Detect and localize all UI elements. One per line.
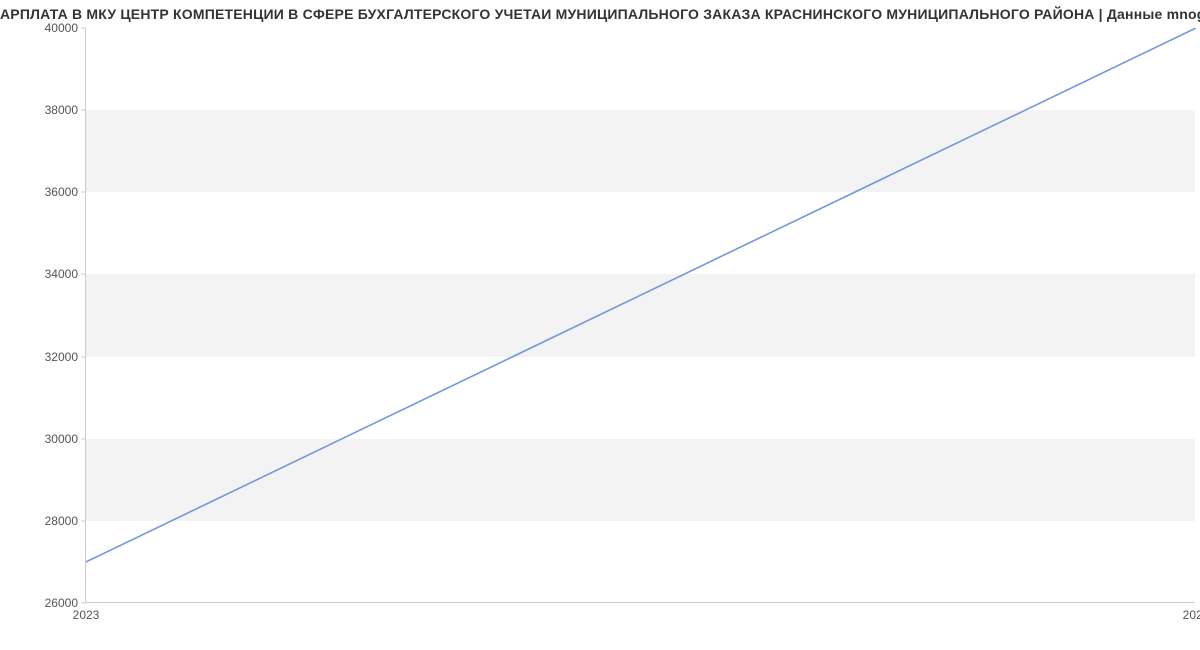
y-tick-label: 32000 — [45, 350, 78, 364]
y-tick-label: 30000 — [45, 432, 78, 446]
x-tick-label: 2024 — [1183, 608, 1200, 622]
x-tick-label: 2023 — [73, 608, 100, 622]
y-tick-label: 34000 — [45, 267, 78, 281]
chart-title: АРПЛАТА В МКУ ЦЕНТР КОМПЕТЕНЦИИ В СФЕРЕ … — [0, 6, 1200, 22]
y-tick-label: 28000 — [45, 514, 78, 528]
y-tick-label: 36000 — [45, 185, 78, 199]
y-tick-label: 38000 — [45, 103, 78, 117]
line-series — [86, 28, 1196, 603]
plot-area: 2600028000300003200034000360003800040000… — [85, 28, 1195, 603]
y-tick-label: 40000 — [45, 21, 78, 35]
